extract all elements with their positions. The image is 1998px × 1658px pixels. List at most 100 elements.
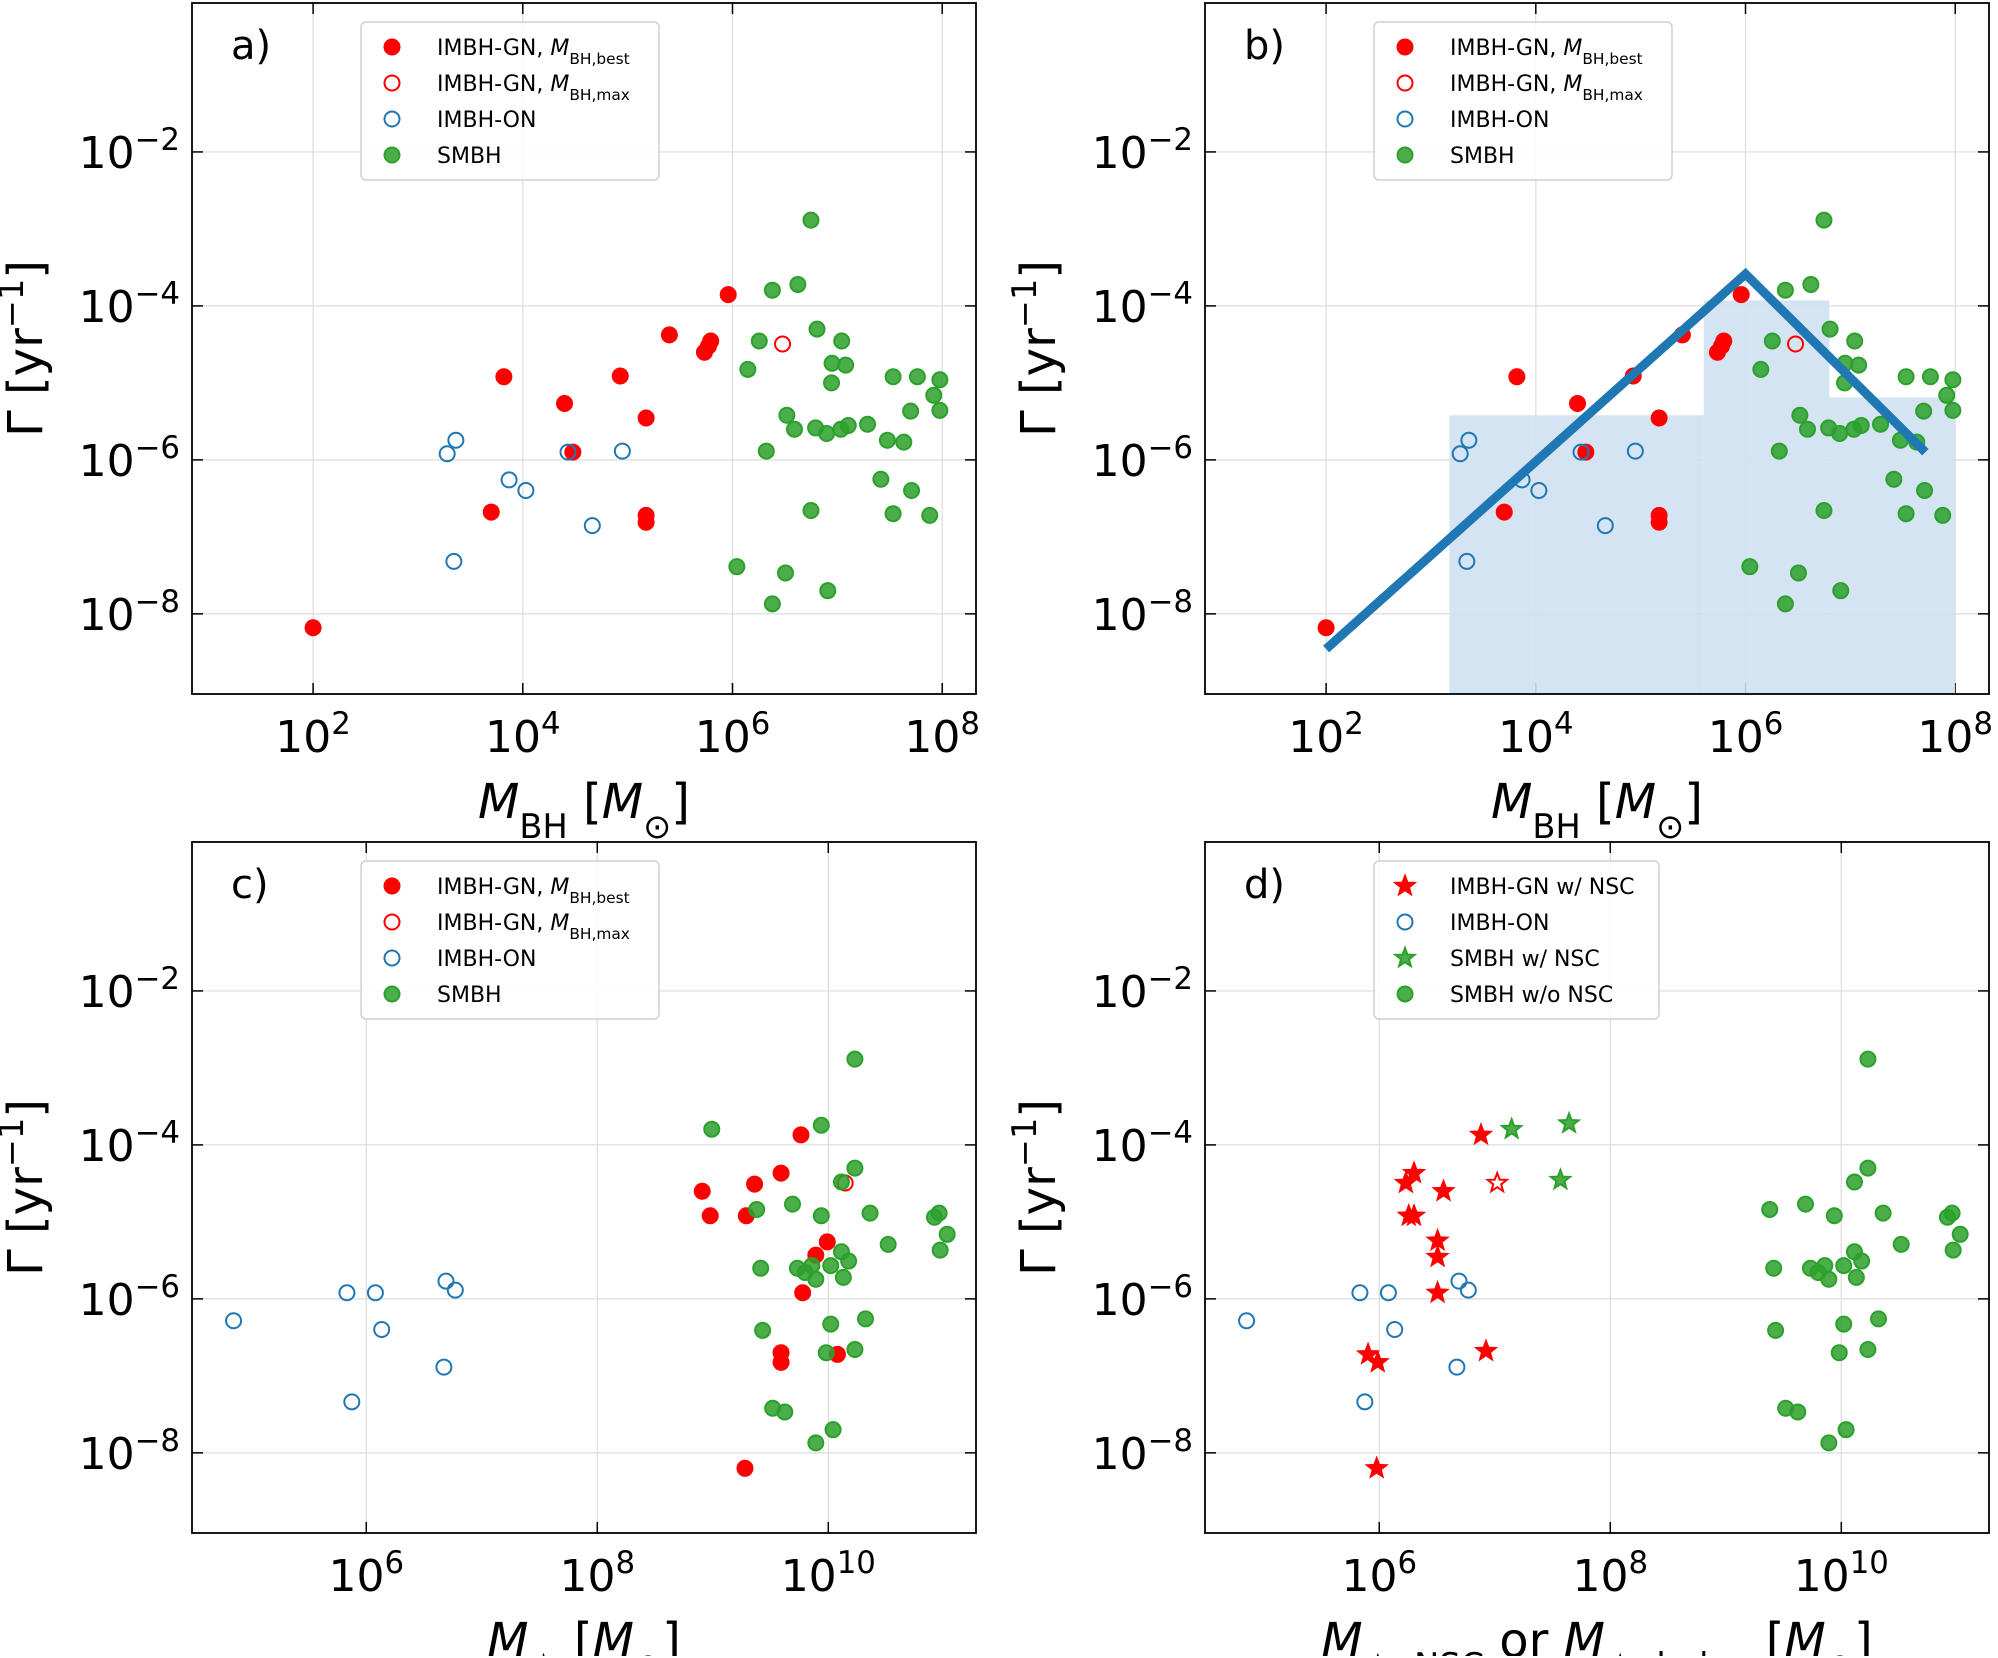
- tick-base: 10: [79, 590, 135, 641]
- legend-label: IMBH-GN, MBH,best: [437, 36, 630, 68]
- point: [343, 1393, 361, 1411]
- point: [1837, 1421, 1855, 1439]
- text-part: BH,best: [569, 889, 629, 907]
- text-part: ⊙: [1826, 1646, 1854, 1657]
- point: [1820, 1434, 1838, 1452]
- point: [1238, 1312, 1256, 1330]
- tick-exp: 4: [1554, 706, 1574, 742]
- point: [1847, 1268, 1865, 1286]
- x-tick-label: 1010: [1794, 1545, 1889, 1602]
- legend-box: [1373, 860, 1660, 1020]
- text-part: IMBH-GN,: [437, 911, 550, 936]
- point: [817, 1344, 835, 1362]
- point: [1569, 394, 1587, 412]
- point: [872, 470, 890, 488]
- point: [1835, 1257, 1853, 1275]
- legend-label: IMBH-GN, MBH,max: [437, 72, 630, 104]
- point: [445, 552, 463, 570]
- tick-base: 10: [1288, 712, 1344, 763]
- point: [1859, 1341, 1877, 1359]
- tick-exp: 8: [1973, 706, 1993, 742]
- tick-exp: 6: [751, 706, 771, 742]
- point: [834, 1268, 852, 1286]
- point: [908, 368, 926, 386]
- point: [1770, 442, 1788, 460]
- point: [822, 1257, 840, 1275]
- legend-box: [360, 860, 660, 1020]
- x-axis-label: M★ [M⊙]: [487, 1613, 681, 1656]
- text-part: ★, NSC: [1363, 1646, 1484, 1657]
- point: [903, 482, 921, 500]
- point: [1761, 1200, 1779, 1218]
- x-tick-label: 1010: [781, 1545, 876, 1602]
- text-part: IMBH-GN,: [437, 72, 550, 97]
- point: [812, 1207, 830, 1225]
- point: [1364, 1455, 1389, 1479]
- tick-base: 10: [485, 712, 541, 763]
- y-tick-label: 10−4: [1092, 276, 1193, 333]
- legend-marker: [383, 38, 401, 56]
- point: [746, 1175, 764, 1193]
- point: [583, 517, 601, 535]
- point: [482, 503, 500, 521]
- text-part: [: [559, 1613, 593, 1656]
- point: [1776, 281, 1794, 299]
- point: [1767, 1321, 1785, 1339]
- shaded-bin: [1829, 397, 1956, 694]
- point: [304, 619, 322, 637]
- point: [1938, 386, 1956, 404]
- y-axis-label: Γ [yr−1]: [0, 1099, 54, 1276]
- text-part: M: [1563, 72, 1582, 97]
- legend-label: SMBH w/ NSC: [1450, 947, 1600, 972]
- point: [938, 1225, 956, 1243]
- legend-marker: [1396, 146, 1414, 164]
- tick-base: 10: [695, 712, 751, 763]
- point: [840, 1252, 858, 1270]
- point: [931, 1241, 949, 1259]
- tick-exp: −6: [1148, 430, 1193, 466]
- legend-label: IMBH-GN, MBH,max: [1450, 72, 1643, 104]
- text-part: ⊙: [1656, 807, 1684, 846]
- tick-base: 10: [1708, 712, 1764, 763]
- point: [1401, 1160, 1427, 1184]
- text-part: ]: [1854, 1613, 1873, 1656]
- legend-marker: [383, 949, 401, 967]
- text-part: ]: [0, 1099, 54, 1118]
- point: [1791, 406, 1809, 424]
- legend-label: IMBH-ON: [437, 947, 536, 972]
- tick-base: 10: [79, 436, 135, 487]
- text-part: M: [1491, 774, 1532, 830]
- point: [1915, 402, 1933, 420]
- point: [1892, 1235, 1910, 1253]
- tick-base: 10: [1794, 1551, 1850, 1602]
- text-part: IMBH-GN,: [437, 36, 550, 61]
- text-part: BH,best: [1582, 50, 1642, 68]
- tick-exp: −6: [135, 430, 180, 466]
- text-part: IMBH-GN,: [1450, 36, 1563, 61]
- text-part: M: [487, 1613, 528, 1656]
- tick-exp: −8: [135, 584, 180, 620]
- legend-marker: [383, 74, 401, 92]
- point: [822, 1315, 840, 1333]
- point: [693, 1182, 711, 1200]
- x-tick-label: 104: [1498, 706, 1574, 763]
- point: [792, 1126, 810, 1144]
- tick-exp: 2: [331, 706, 351, 742]
- legend-marker: [1396, 110, 1414, 128]
- text-part: ⊙: [634, 1646, 662, 1657]
- y-tick-label: 10−6: [79, 1269, 180, 1326]
- point: [1934, 506, 1952, 524]
- point: [701, 1207, 719, 1225]
- point: [611, 367, 629, 385]
- tick-base: 10: [1092, 590, 1148, 641]
- point: [1872, 415, 1890, 433]
- text-part: M: [550, 911, 569, 936]
- legend-marker: [383, 985, 401, 1003]
- point: [921, 506, 939, 524]
- y-tick-label: 10−2: [79, 961, 180, 1018]
- tick-base: 10: [1572, 1551, 1628, 1602]
- tick-exp: 6: [1397, 1545, 1417, 1581]
- text-part: ]: [671, 774, 690, 830]
- point: [1921, 368, 1939, 386]
